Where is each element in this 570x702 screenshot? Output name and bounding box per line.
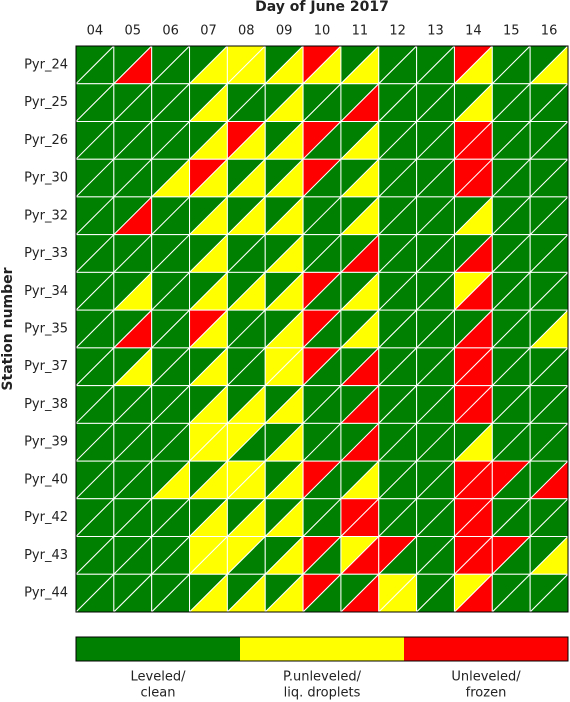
x-tick-label: 11 [352, 24, 369, 39]
colorbar-label: P.unleveled/ [283, 670, 362, 685]
y-tick-label: Pyr_30 [24, 171, 68, 186]
chart-title: Day of June 2017 [255, 0, 389, 15]
y-tick-label: Pyr_40 [24, 472, 68, 487]
x-tick-label: 14 [465, 24, 482, 39]
colorbar-label: frozen [466, 686, 507, 701]
y-tick-label: Pyr_35 [24, 322, 68, 337]
x-tick-label: 04 [87, 24, 104, 39]
plot-frame [75, 45, 569, 613]
x-tick-label: 10 [314, 24, 331, 39]
x-tick-label: 07 [200, 24, 217, 39]
colorbar-segment [404, 637, 568, 661]
colorbar-segment [240, 637, 404, 661]
x-tick-label: 12 [389, 24, 406, 39]
y-tick-label: Pyr_38 [24, 397, 68, 412]
y-tick-label: Pyr_26 [24, 133, 68, 148]
x-tick-label: 05 [124, 24, 141, 39]
y-tick-label: Pyr_32 [24, 208, 68, 223]
y-tick-label: Pyr_33 [24, 246, 68, 261]
x-tick-label: 15 [503, 24, 520, 39]
colorbar-label: liq. droplets [284, 686, 361, 701]
colorbar-label: Unleveled/ [451, 670, 521, 685]
colorbar-frame [75, 636, 569, 662]
y-tick-label: Pyr_43 [24, 548, 68, 563]
x-tick-label: 16 [541, 24, 558, 39]
y-tick-label: Pyr_34 [24, 284, 68, 299]
y-tick-label: Pyr_37 [24, 359, 68, 374]
y-tick-label: Pyr_24 [24, 57, 68, 72]
y-tick-label: Pyr_44 [24, 586, 68, 601]
colorbar-segment [76, 637, 240, 661]
x-tick-label: 13 [427, 24, 444, 39]
x-tick-label: 09 [276, 24, 293, 39]
y-tick-label: Pyr_25 [24, 95, 68, 110]
y-tick-label: Pyr_42 [24, 510, 68, 525]
y-tick-label: Pyr_39 [24, 435, 68, 450]
colorbar-label: Leveled/ [131, 670, 187, 685]
x-tick-label: 08 [238, 24, 255, 39]
colorbar-label: clean [141, 686, 176, 701]
y-axis-label: Station number [0, 267, 16, 390]
x-tick-label: 06 [162, 24, 179, 39]
